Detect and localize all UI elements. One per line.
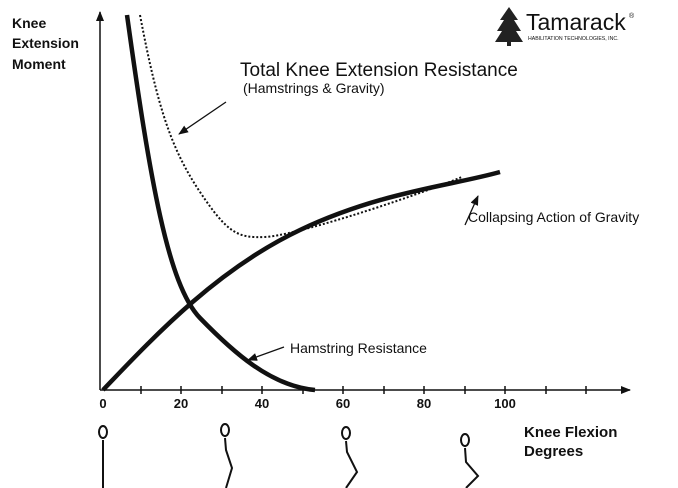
title: Total Knee Extension Resistance [240,60,518,81]
arrow [464,195,479,226]
logo-mark: ® [629,12,635,20]
hamstring-label: Hamstring Resistance [290,340,427,356]
logo-tagline: HABILITATION TECHNOLOGIES, INC. [528,36,619,42]
y-axis-label: Moment [12,56,66,72]
gravity-label: Collapsing Action of Gravity [468,209,639,225]
arrow [178,101,227,135]
x-tick-label: 40 [255,396,269,411]
x-tick-label: 60 [336,396,350,411]
x-axis-label: Knee Flexion [524,424,617,441]
logo-name: Tamarack [526,9,626,35]
x-tick-label: 0 [99,396,106,411]
x-tick-label: 100 [494,396,516,411]
x-ticks [140,386,587,394]
subtitle: (Hamstrings & Gravity) [243,80,385,96]
leg-figures [98,423,480,488]
total-curve [139,14,463,239]
x-tick-label: 20 [174,396,188,411]
y-axis-label: Knee [12,15,46,31]
arrow [247,346,285,361]
x-tick-label: 80 [417,396,431,411]
gravity-curve [101,169,501,392]
logo-tree [495,7,523,46]
y-axis-label: Extension [12,35,79,51]
x-axis-label: Degrees [524,443,583,460]
